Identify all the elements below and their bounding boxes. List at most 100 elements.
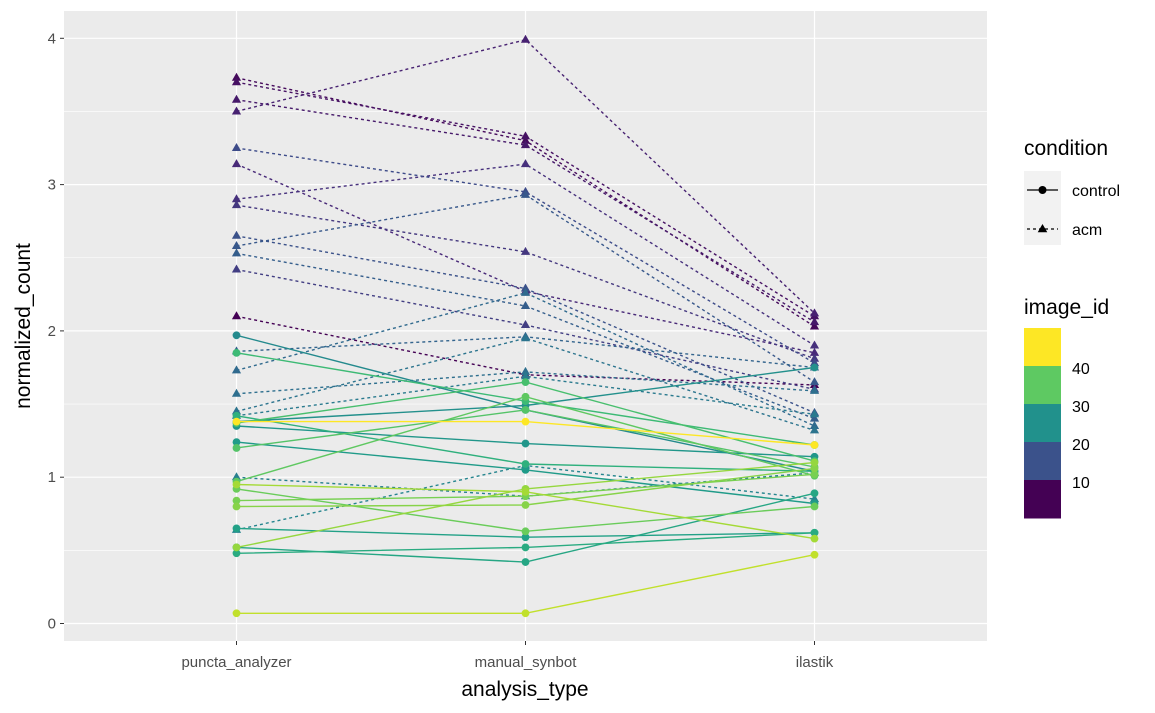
data-point <box>231 406 242 415</box>
data-point <box>231 77 242 86</box>
y-tick-label: 1 <box>48 469 56 486</box>
legend-acm-label: acm <box>1072 222 1102 239</box>
y-tick-label: 4 <box>48 30 56 47</box>
series-line <box>236 147 815 364</box>
data-point <box>809 420 820 429</box>
data-point <box>520 140 531 149</box>
series-control-39 <box>232 480 819 543</box>
legend-image-id-label-40: 40 <box>1072 361 1090 378</box>
data-point <box>232 444 241 452</box>
data-point <box>810 502 819 511</box>
data-point <box>520 320 531 329</box>
data-point <box>520 159 531 168</box>
data-point <box>809 409 820 418</box>
data-point <box>809 308 820 317</box>
data-point <box>520 333 531 342</box>
data-point <box>521 533 530 542</box>
series-line <box>236 292 815 427</box>
series-line <box>236 375 815 417</box>
data-point <box>232 609 241 618</box>
data-point <box>232 549 241 558</box>
data-point <box>521 439 530 448</box>
legend-control-point <box>1038 186 1047 194</box>
y-axis: 0 1 2 3 4 <box>48 30 64 633</box>
data-point <box>521 392 530 401</box>
colorbar-segment <box>1024 442 1061 481</box>
data-point <box>810 528 819 537</box>
data-point <box>231 248 242 257</box>
data-point <box>810 550 819 559</box>
data-point <box>809 340 820 349</box>
legend-image-id-title: image_id <box>1024 296 1109 319</box>
series-control-25 <box>232 438 819 508</box>
x-tick-label: puncta_analyzer <box>181 654 291 671</box>
data-point <box>231 72 242 81</box>
data-point <box>809 317 820 326</box>
series-acm-5 <box>231 34 820 317</box>
data-point <box>520 371 531 380</box>
series-acm-8 <box>231 200 820 362</box>
data-point <box>232 496 241 505</box>
data-point <box>231 230 242 239</box>
series-line <box>236 163 815 354</box>
data-point <box>520 131 531 140</box>
data-point <box>521 406 530 414</box>
series-control-41 <box>232 550 819 618</box>
legend-condition: condition control acm <box>1024 137 1120 245</box>
series-line <box>236 235 815 414</box>
colorbar-segment <box>1024 366 1061 405</box>
data-point <box>231 388 242 397</box>
colorbar <box>1024 328 1061 519</box>
data-point <box>521 460 530 468</box>
legend-condition-title: condition <box>1024 137 1108 160</box>
data-point <box>810 458 819 467</box>
series-acm-18 <box>231 333 820 434</box>
legend-image-id-label-20: 20 <box>1072 437 1090 454</box>
data-point <box>521 465 530 474</box>
data-point <box>232 331 241 340</box>
data-point <box>231 159 242 168</box>
series-acm-7 <box>231 159 820 349</box>
data-point <box>809 377 820 386</box>
data-point <box>809 353 820 362</box>
data-point <box>231 194 242 203</box>
data-point <box>231 264 242 273</box>
series-acm-3 <box>231 77 820 320</box>
data-point <box>810 534 819 543</box>
data-point <box>809 347 820 356</box>
series-acm-16 <box>231 287 820 429</box>
data-point <box>520 246 531 255</box>
data-point <box>231 365 242 374</box>
data-point <box>232 502 241 511</box>
data-point <box>809 385 820 394</box>
series-line <box>236 163 815 347</box>
legend-acm-point <box>1037 224 1048 233</box>
colorbar-segment <box>1024 480 1061 519</box>
data-point <box>520 366 531 375</box>
legend-image-id-label-10: 10 <box>1072 475 1090 492</box>
data-point <box>810 464 819 473</box>
series-layer <box>231 34 820 618</box>
colorbar-segment <box>1024 404 1061 443</box>
series-control-37 <box>232 464 819 511</box>
data-point <box>520 301 531 310</box>
y-tick-label: 3 <box>48 177 56 194</box>
data-point <box>521 487 530 496</box>
data-point <box>520 189 531 198</box>
data-point <box>231 200 242 209</box>
data-point <box>231 241 242 250</box>
data-point <box>521 543 530 552</box>
data-point <box>520 283 531 292</box>
data-point <box>810 489 819 498</box>
data-point <box>232 438 241 446</box>
data-point <box>232 524 241 533</box>
series-line <box>236 99 815 323</box>
data-point <box>232 348 241 357</box>
legend-key-background <box>1024 171 1061 245</box>
data-point <box>809 494 820 503</box>
series-acm-4 <box>231 94 820 326</box>
data-point <box>521 378 530 387</box>
y-tick-label: 0 <box>48 616 56 633</box>
legend-control-label: control <box>1072 183 1120 200</box>
